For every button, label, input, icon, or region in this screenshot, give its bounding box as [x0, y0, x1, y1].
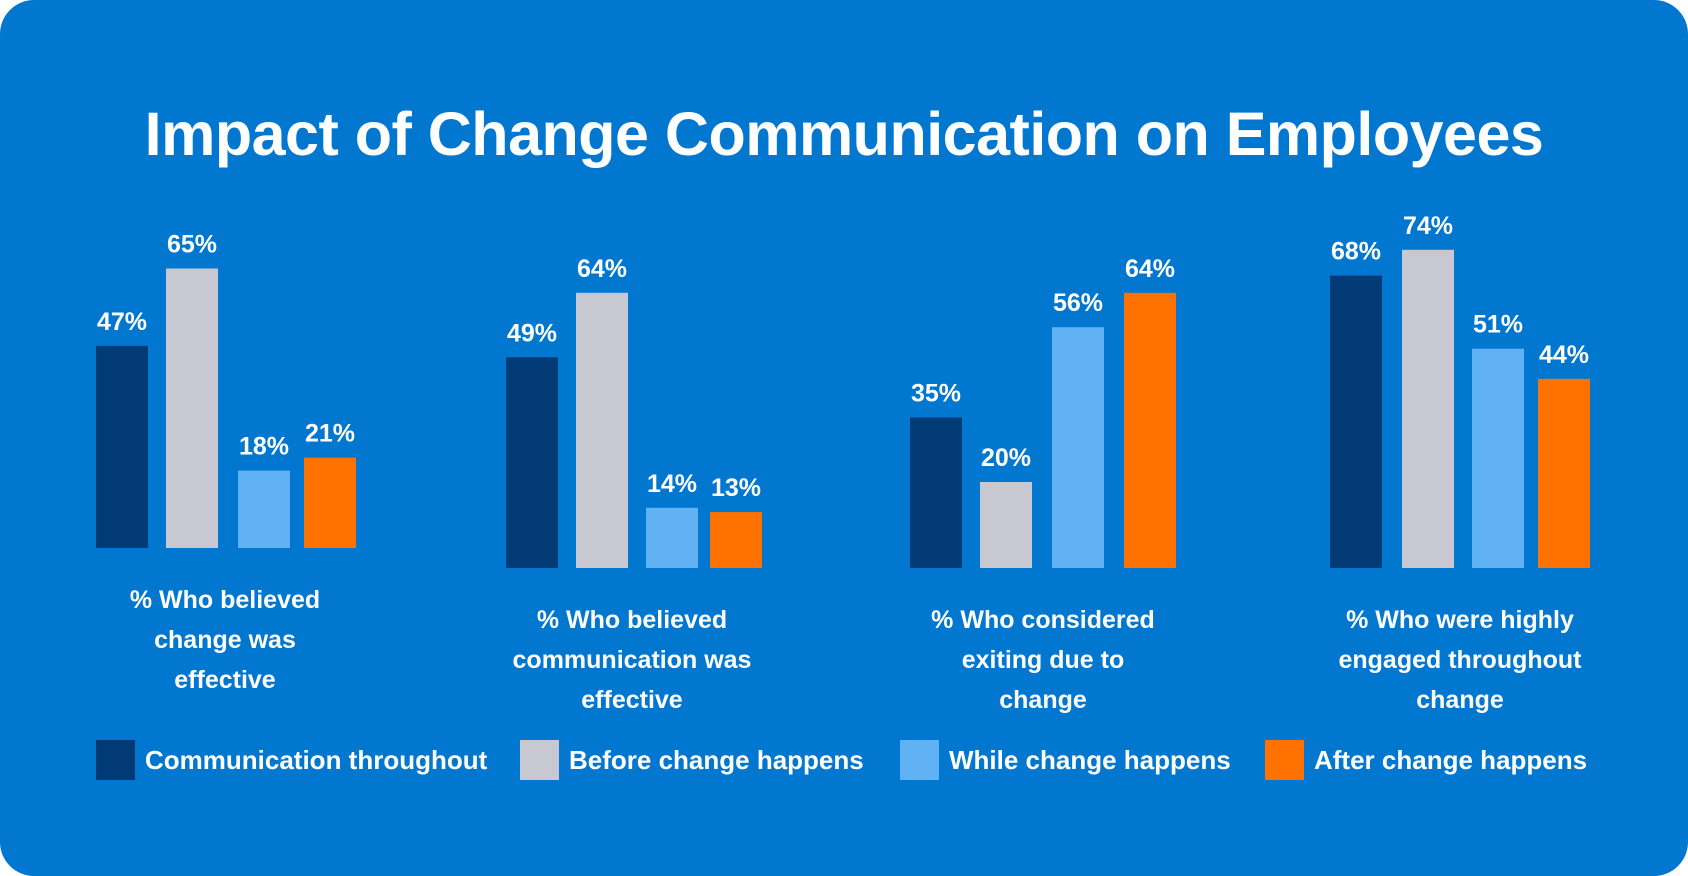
- bar-considered-exiting-while-change: [1052, 327, 1104, 568]
- bar-change-effective-while-change: [238, 470, 290, 548]
- bar-change-effective-communication-throughout: [96, 345, 148, 548]
- legend-swatch-communication-throughout: [96, 740, 135, 780]
- category-label-line: effective: [581, 686, 683, 714]
- category-label-highly-engaged: % Who were highly engaged throughout cha…: [1310, 600, 1610, 720]
- bar-considered-exiting-before-change: [980, 482, 1032, 568]
- bar-communication-effective-while-change: [646, 507, 698, 568]
- data-label-change-effective-communication-throughout: 47%: [97, 308, 147, 336]
- category-label-line: exiting due to: [961, 646, 1125, 674]
- category-label-line: % Who considered: [931, 606, 1155, 634]
- bar-considered-exiting-communication-throughout: [910, 417, 962, 568]
- bar-highly-engaged-while-change: [1472, 348, 1524, 568]
- data-label-considered-exiting-after-change: 64%: [1125, 255, 1175, 283]
- category-label-line: communication was: [512, 646, 752, 674]
- bar-communication-effective-after-change: [710, 512, 762, 568]
- category-label-line: change: [1416, 686, 1504, 714]
- category-label-line: % Who believed: [129, 586, 321, 614]
- bar-considered-exiting-after-change: [1124, 292, 1176, 568]
- category-label-considered-exiting: % Who considered exiting due to change: [893, 600, 1193, 720]
- data-label-considered-exiting-before-change: 20%: [981, 444, 1031, 472]
- data-label-considered-exiting-communication-throughout: 35%: [911, 380, 961, 408]
- data-label-considered-exiting-while-change: 56%: [1053, 289, 1103, 317]
- legend-swatch-after-change: [1265, 740, 1304, 780]
- legend-item-after-change: After change happens: [1265, 739, 1587, 781]
- category-label-line: change: [999, 686, 1087, 714]
- legend-item-while-change: While change happens: [900, 739, 1231, 781]
- legend-label: While change happens: [949, 744, 1231, 775]
- bar-highly-engaged-after-change: [1538, 378, 1590, 568]
- category-label-change-effective: % Who believed change was effective: [75, 580, 375, 700]
- legend-item-before-change: Before change happens: [520, 739, 864, 781]
- legend-item-communication-throughout: Communication throughout: [96, 739, 487, 781]
- legend-label: After change happens: [1314, 744, 1588, 775]
- category-label-line: change was: [154, 626, 296, 654]
- data-label-communication-effective-while-change: 14%: [647, 470, 697, 498]
- bar-communication-effective-communication-throughout: [506, 357, 558, 568]
- legend-swatch-while-change: [900, 740, 939, 780]
- data-label-highly-engaged-after-change: 44%: [1539, 341, 1589, 369]
- data-label-highly-engaged-communication-throughout: 68%: [1331, 238, 1381, 266]
- category-label-communication-effective: % Who believed communication was effecti…: [482, 600, 782, 720]
- data-label-highly-engaged-before-change: 74%: [1403, 212, 1453, 240]
- bar-highly-engaged-communication-throughout: [1330, 275, 1382, 568]
- bar-communication-effective-before-change: [576, 292, 628, 568]
- data-label-highly-engaged-while-change: 51%: [1473, 311, 1523, 339]
- legend-label: Before change happens: [569, 744, 864, 775]
- category-label-line: % Who believed: [536, 606, 728, 634]
- chart-title: Impact of Change Communication on Employ…: [144, 100, 1544, 168]
- category-label-line: effective: [174, 666, 276, 694]
- data-label-communication-effective-before-change: 64%: [577, 255, 627, 283]
- category-label-line: % Who were highly: [1346, 606, 1574, 634]
- data-label-change-effective-after-change: 21%: [305, 420, 355, 448]
- bar-highly-engaged-before-change: [1402, 249, 1454, 569]
- category-label-line: engaged throughout: [1338, 646, 1582, 674]
- bar-change-effective-before-change: [166, 268, 218, 548]
- legend-label: Communication throughout: [145, 744, 488, 775]
- data-label-communication-effective-after-change: 13%: [711, 474, 761, 502]
- data-label-change-effective-before-change: 65%: [167, 231, 217, 259]
- data-label-communication-effective-communication-throughout: 49%: [507, 319, 557, 347]
- bar-change-effective-after-change: [304, 457, 356, 548]
- legend-swatch-before-change: [520, 740, 559, 780]
- data-label-change-effective-while-change: 18%: [239, 433, 289, 461]
